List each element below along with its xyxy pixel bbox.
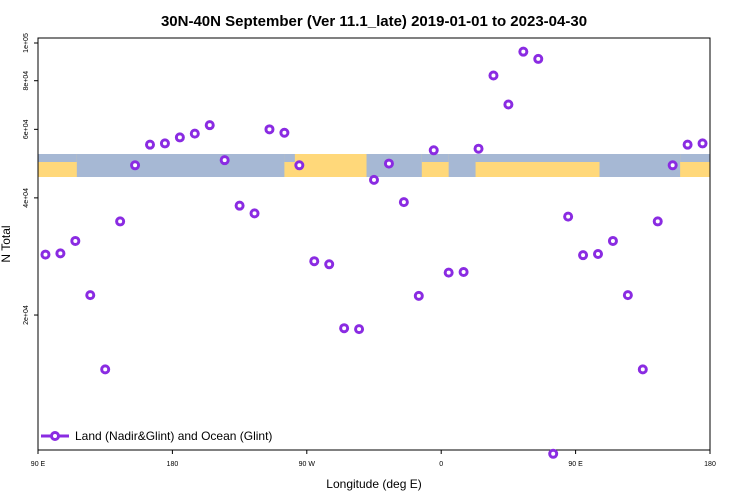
data-point xyxy=(593,248,603,259)
data-point xyxy=(578,250,589,261)
y-tick-label: 1e+05 xyxy=(23,33,30,53)
x-axis-title: Longitude (deg E) xyxy=(326,477,421,491)
y-axis: 2e+04 4e+04 6e+04 8e+04 1e+05 xyxy=(23,33,38,325)
y-tick-label: 4e+04 xyxy=(23,188,30,208)
data-point xyxy=(533,53,544,64)
data-point xyxy=(324,259,335,270)
x-tick-label: 180 xyxy=(167,461,179,468)
x-tick-label: 0 xyxy=(439,461,443,468)
legend-label: Land (Nadir&Glint) and Ocean (Glint) xyxy=(75,429,272,443)
data-point xyxy=(309,256,320,267)
data-point xyxy=(473,143,484,154)
x-tick-label: 90 W xyxy=(299,461,316,468)
data-point xyxy=(413,290,424,301)
data-point xyxy=(697,138,708,149)
data-point xyxy=(70,235,81,246)
data-point xyxy=(443,267,454,278)
data-point xyxy=(174,132,185,143)
data-point xyxy=(667,160,678,171)
legend-marker xyxy=(50,431,60,441)
y-tick-label: 8e+04 xyxy=(23,71,30,91)
data-point xyxy=(607,235,618,246)
data-point xyxy=(518,46,529,57)
data-point xyxy=(145,139,155,150)
map-ocean-region xyxy=(680,154,710,162)
data-point xyxy=(383,158,394,169)
data-point xyxy=(548,448,559,459)
data-point xyxy=(249,208,260,219)
map-ocean-region xyxy=(366,154,422,177)
y-axis-title: N Total xyxy=(0,225,13,262)
map-ocean-region xyxy=(475,154,600,162)
data-point xyxy=(339,323,350,334)
data-point xyxy=(354,324,365,335)
map-ocean-region xyxy=(599,154,681,177)
y-tick-label: 6e+04 xyxy=(23,119,30,139)
data-points xyxy=(40,46,708,459)
data-point xyxy=(398,197,409,208)
map-ocean-region xyxy=(448,154,476,177)
data-point xyxy=(219,155,230,166)
data-point xyxy=(503,99,514,110)
plot-frame xyxy=(37,37,711,451)
x-axis: 90 E 180 90 W 0 90 E 180 xyxy=(31,450,716,468)
data-point xyxy=(428,145,439,156)
legend: Land (Nadir&Glint) and Ocean (Glint) xyxy=(41,429,272,443)
data-point xyxy=(159,138,170,149)
chart-title: 30N-40N September (Ver 11.1_late) 2019-0… xyxy=(161,13,587,30)
data-point xyxy=(55,248,66,259)
data-point xyxy=(369,174,379,185)
data-point xyxy=(682,139,693,150)
data-point xyxy=(204,120,215,131)
data-point xyxy=(488,70,499,81)
data-point xyxy=(100,364,111,375)
world-map-strip xyxy=(38,154,710,177)
map-ocean-region xyxy=(38,154,77,162)
data-point xyxy=(563,211,574,222)
map-ocean-region xyxy=(421,154,449,162)
data-point xyxy=(279,127,290,138)
data-point xyxy=(115,216,126,227)
data-point xyxy=(85,290,96,301)
x-tick-label: 90 E xyxy=(31,461,46,468)
x-tick-label: 90 E xyxy=(568,461,583,468)
data-point xyxy=(130,160,141,171)
map-ocean-region xyxy=(284,154,295,162)
data-point xyxy=(189,128,200,139)
data-point xyxy=(458,266,469,277)
data-point xyxy=(294,160,305,171)
data-point xyxy=(40,249,51,260)
map-ocean-region xyxy=(76,154,285,177)
data-point xyxy=(637,364,648,375)
data-point xyxy=(622,290,633,301)
data-point xyxy=(652,216,663,227)
data-point xyxy=(234,200,245,211)
x-tick-label: 180 xyxy=(704,461,716,468)
y-tick-label: 2e+04 xyxy=(23,305,30,325)
data-point xyxy=(264,124,275,135)
